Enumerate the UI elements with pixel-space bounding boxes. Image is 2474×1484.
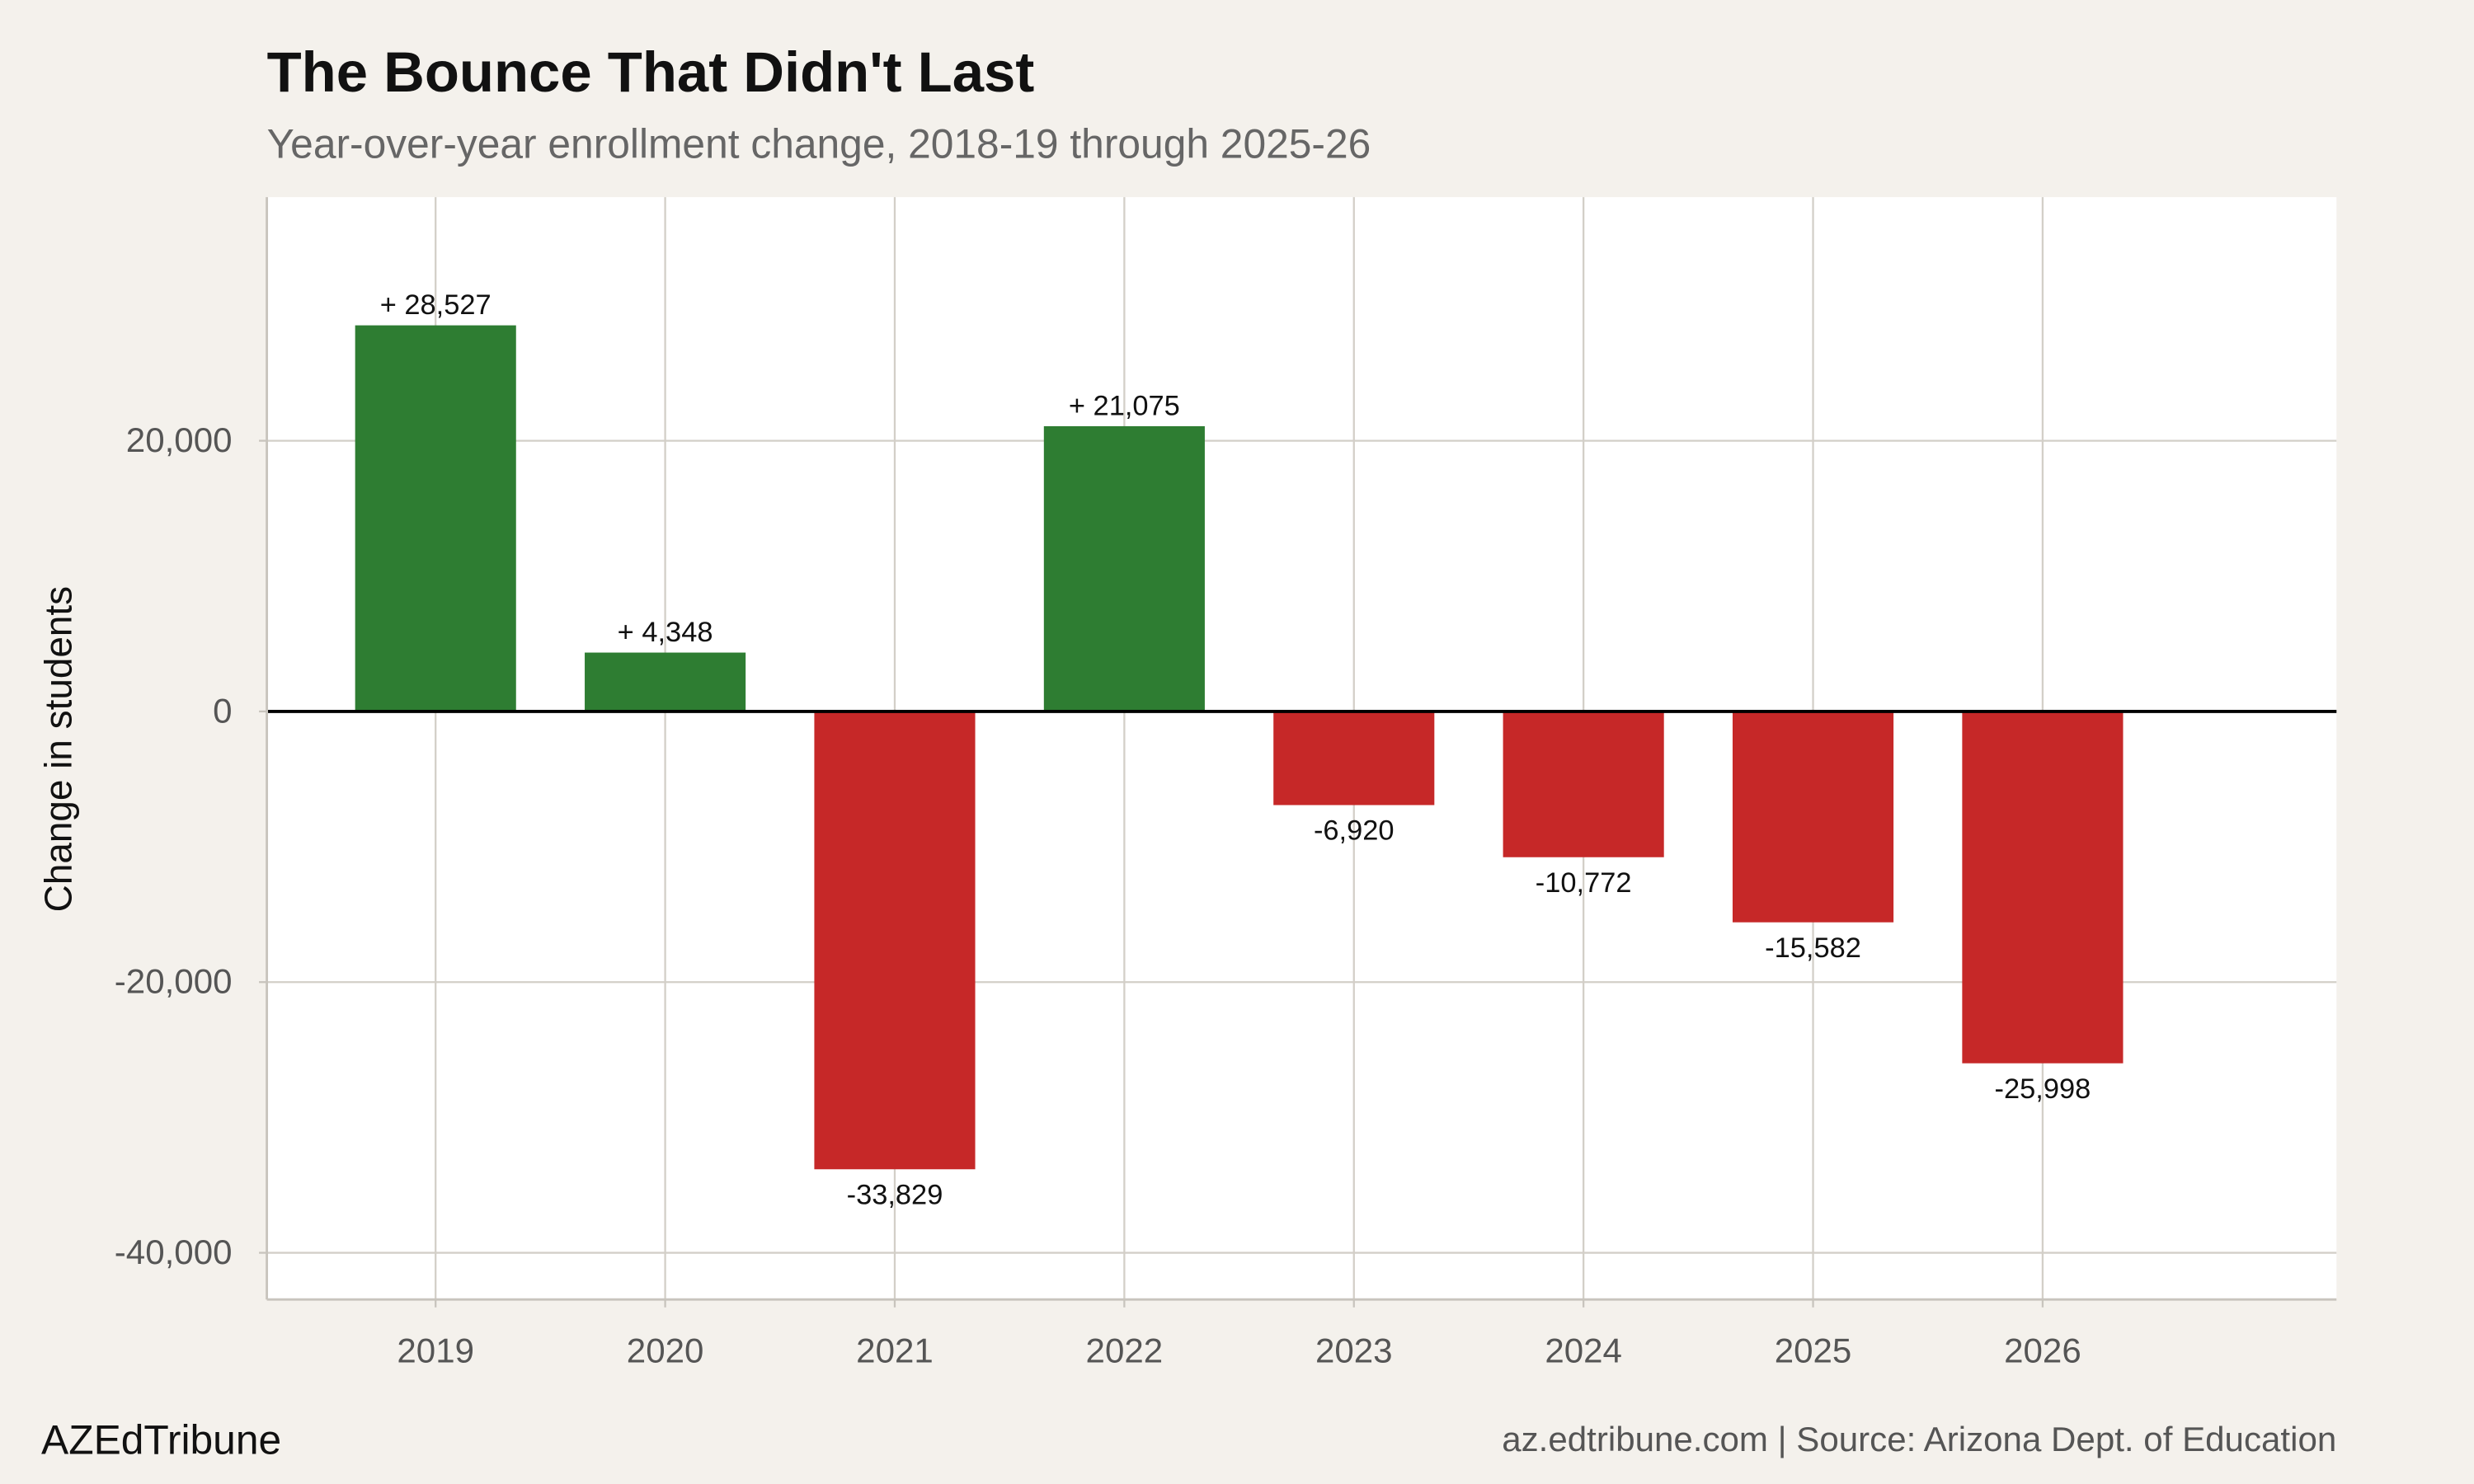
y-tick-label: 20,000 [126,420,233,459]
y-tick-label: 0 [213,691,232,730]
y-tick-label: -20,000 [115,962,233,1001]
y-tick-label: -40,000 [115,1233,233,1271]
chart-subtitle: Year-over-year enrollment change, 2018-1… [267,120,1371,167]
x-tick-label: 2025 [1775,1331,1852,1370]
x-tick-label: 2020 [627,1331,704,1370]
bar-2020 [585,652,746,711]
y-axis-label: Change in students [36,586,79,912]
bar-2022 [1043,425,1205,711]
data-label-2023: -6,920 [1314,815,1395,847]
x-tick-label: 2021 [856,1331,934,1370]
data-label-2020: + 4,348 [618,617,713,648]
axes: 20,000 0 -20,000 -40,000 2019 2020 2021 2022 202… [115,197,2337,1370]
data-label-2025: -15,582 [1765,932,1861,964]
x-tick-label: 2023 [1315,1331,1393,1370]
x-tick-label: 2026 [2004,1331,2081,1370]
data-labels: + 28,527 + 4,348 -33,829 + 21,075 -6,920 -10,… [380,289,2091,1210]
bar-2023 [1273,711,1435,805]
bar-2025 [1732,711,1894,923]
data-label-2026: -25,998 [1995,1073,2091,1105]
brand-logo-text: AZEdTribune [41,1417,281,1463]
data-label-2021: -33,829 [847,1179,943,1210]
bar-2024 [1503,711,1664,857]
bar-2026 [1962,711,2124,1064]
data-label-2024: -10,772 [1536,867,1632,899]
bar-2019 [355,325,516,711]
data-label-2022: + 21,075 [1069,391,1180,422]
bars [355,325,2124,1170]
data-label-2019: + 28,527 [380,289,492,321]
source-caption: az.edtribune.com | Source: Arizona Dept.… [1502,1420,2336,1458]
chart-title: The Bounce That Didn't Last [267,40,1035,104]
x-tick-label: 2024 [1545,1331,1622,1370]
x-tick-label: 2019 [397,1331,474,1370]
bar-2021 [814,711,976,1170]
x-tick-label: 2022 [1086,1331,1164,1370]
